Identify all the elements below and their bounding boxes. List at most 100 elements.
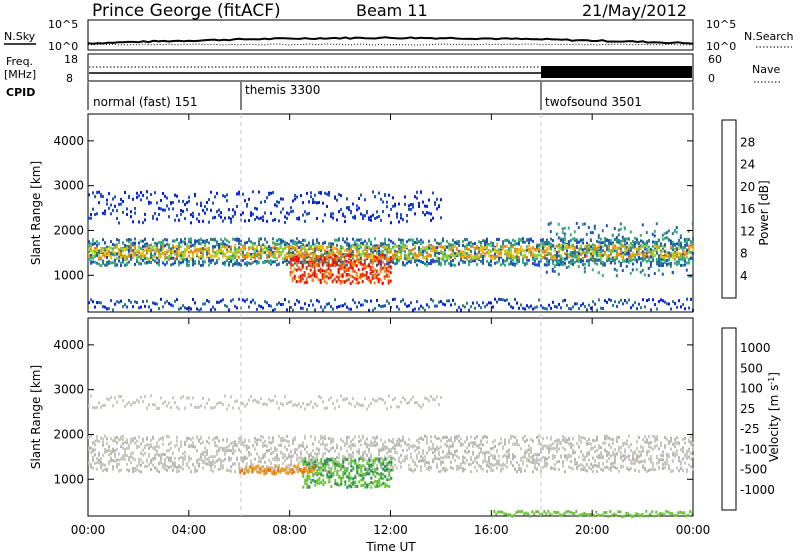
power-cell: [635, 268, 638, 272]
velocity-cell: [120, 435, 122, 439]
power-cell: [476, 263, 478, 267]
velocity-cell: [274, 458, 276, 462]
velocity-cell: [188, 436, 190, 440]
power-cell: [138, 255, 140, 259]
power-cell: [414, 240, 416, 244]
velocity-cell: [214, 455, 216, 459]
power-cell: [416, 241, 418, 245]
velocity-cell: [354, 435, 356, 439]
power-cell: [388, 248, 390, 252]
power-cell: [260, 216, 262, 220]
velocity-cell: [198, 457, 200, 461]
power-cell: [389, 256, 392, 260]
power-cell: [202, 256, 204, 260]
power-cell: [583, 266, 586, 270]
power-cell: [368, 308, 370, 312]
power-cell: [658, 260, 660, 264]
power-cell: [631, 258, 634, 262]
velocity-cell: [410, 456, 412, 460]
velocity-cell: [280, 443, 282, 447]
velocity-cell: [358, 448, 360, 452]
velocity-cell: [206, 457, 208, 461]
power-cell: [246, 241, 248, 244]
power-cell: [476, 301, 478, 305]
power-cell: [615, 236, 618, 239]
power-cell: [178, 218, 180, 222]
power-cell: [630, 242, 632, 246]
power-cell: [304, 248, 306, 251]
power-cell: [178, 241, 180, 245]
power-cell: [242, 192, 244, 196]
power-cell: [653, 272, 656, 276]
power-cell: [440, 241, 442, 245]
power-cell: [616, 304, 618, 308]
power-cell: [392, 298, 394, 301]
power-cell: [306, 243, 308, 247]
power-cell: [428, 305, 430, 309]
power-cell: [645, 247, 648, 251]
velocity-cell: [100, 460, 102, 464]
power-cell: [329, 269, 332, 273]
velocity-cell: [224, 452, 226, 456]
power-cell: [344, 248, 346, 252]
velocity-cell: [246, 448, 248, 452]
velocity-cell: [352, 455, 354, 458]
power-cell: [134, 247, 136, 251]
power-cell: [490, 301, 492, 305]
velocity-cell: [350, 443, 352, 447]
power-cell: [414, 252, 416, 256]
power-cell: [150, 201, 152, 205]
velocity-cell: [156, 468, 158, 472]
power-cell: [116, 252, 118, 256]
power-cell: [200, 249, 202, 253]
power-cell: [468, 248, 470, 252]
power-cell: [186, 257, 188, 261]
power-cell: [340, 256, 342, 260]
power-cell: [366, 241, 368, 245]
power-cell: [640, 239, 642, 243]
velocity-cell: [92, 441, 94, 445]
power-cell: [654, 244, 656, 248]
velocity-cell: [116, 465, 118, 469]
power-cell: [654, 303, 656, 307]
velocity-cell: [112, 439, 114, 443]
power-cell: [108, 245, 110, 249]
power-cell: [152, 301, 154, 305]
velocity-cell: [174, 461, 176, 465]
power-cell: [210, 260, 212, 264]
power-cell: [178, 247, 180, 251]
power-cell: [458, 240, 460, 244]
power-cell: [538, 247, 540, 251]
velocity-cell: [200, 455, 202, 459]
power-cell: [590, 248, 592, 252]
power-cell: [420, 304, 422, 308]
velocity-cell: [126, 468, 128, 472]
power-cell: [276, 200, 278, 204]
power-cell: [632, 240, 634, 243]
power-cell: [549, 221, 552, 225]
power-cell: [330, 248, 332, 252]
power-cell: [208, 198, 210, 202]
velocity-cell: [364, 440, 366, 444]
power-cell: [226, 244, 228, 248]
power-cell: [128, 298, 130, 302]
power-cell: [551, 269, 554, 273]
power-cell: [120, 261, 122, 265]
power-cell: [104, 247, 106, 251]
power-cell: [319, 279, 322, 282]
power-cell: [192, 261, 194, 265]
power-cell: [628, 298, 630, 302]
power-cell: [152, 254, 154, 258]
velocity-cell: [290, 457, 292, 461]
power-cell: [346, 241, 348, 245]
power-cell: [160, 248, 162, 252]
power-cell: [426, 263, 428, 267]
power-cell: [280, 210, 282, 214]
velocity-cell: [288, 467, 290, 471]
velocity-cell: [406, 443, 408, 447]
power-cell: [603, 237, 606, 240]
power-cell: [224, 245, 226, 249]
power-cell: [598, 298, 600, 302]
velocity-cell: [260, 457, 262, 461]
power-cell: [646, 249, 648, 253]
